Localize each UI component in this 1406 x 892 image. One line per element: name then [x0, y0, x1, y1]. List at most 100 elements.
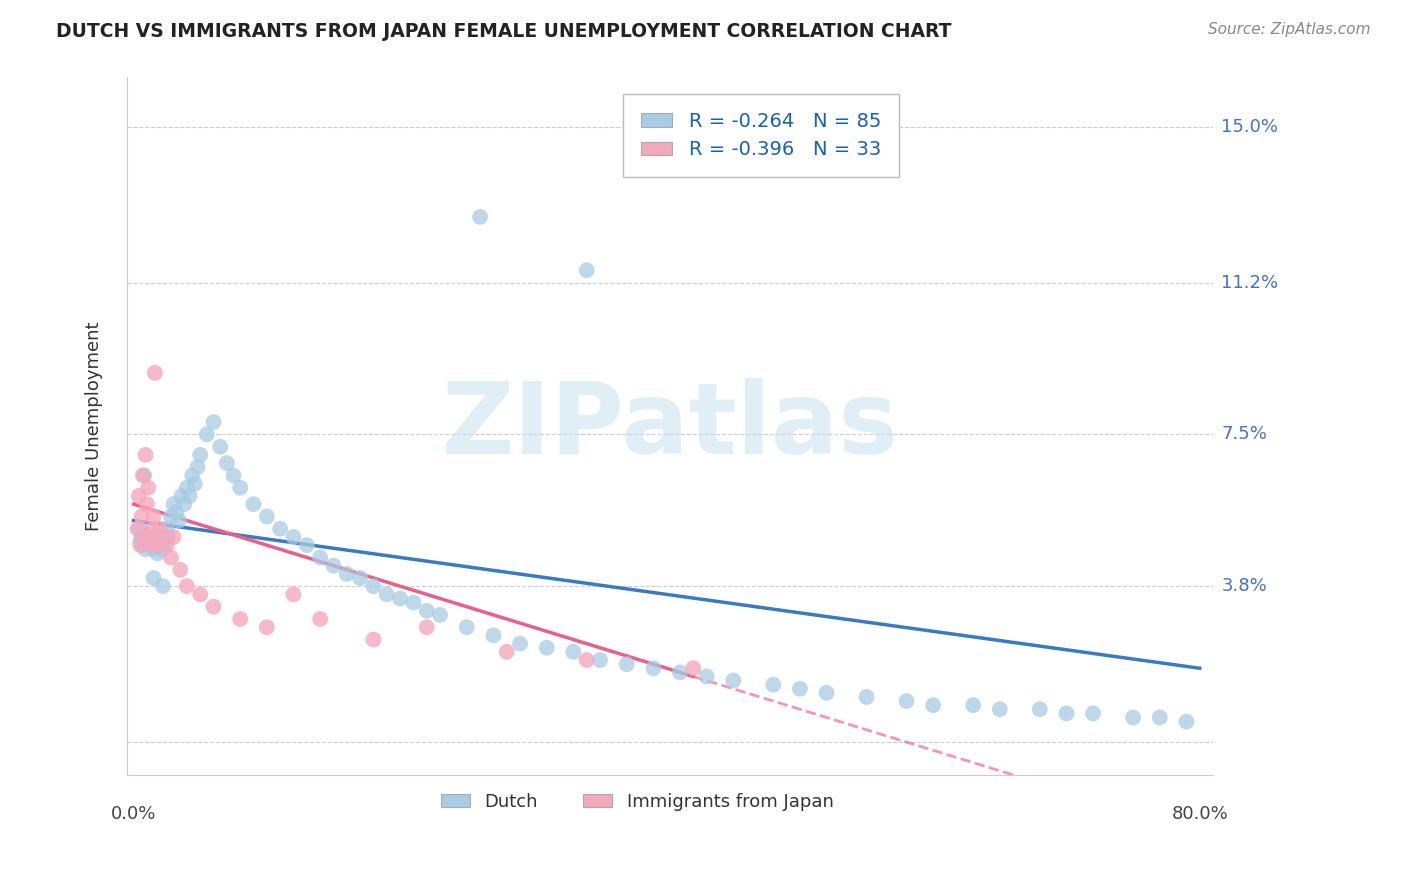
- Text: Source: ZipAtlas.com: Source: ZipAtlas.com: [1208, 22, 1371, 37]
- Text: 3.8%: 3.8%: [1222, 577, 1267, 595]
- Text: 80.0%: 80.0%: [1171, 805, 1227, 823]
- Point: [127, 522, 149, 536]
- Point: [162, 530, 184, 544]
- Point: [132, 538, 155, 552]
- Point: [139, 530, 162, 544]
- Point: [402, 596, 425, 610]
- Y-axis label: Female Unemployment: Female Unemployment: [86, 321, 103, 531]
- Point: [389, 591, 412, 606]
- Point: [229, 612, 252, 626]
- Point: [416, 604, 439, 618]
- Text: 15.0%: 15.0%: [1222, 118, 1278, 136]
- Point: [143, 366, 166, 380]
- Point: [156, 522, 179, 536]
- Point: [156, 538, 179, 552]
- Point: [145, 538, 167, 552]
- Point: [187, 460, 209, 475]
- Point: [229, 481, 252, 495]
- Point: [135, 542, 157, 557]
- Point: [643, 661, 665, 675]
- Point: [256, 509, 278, 524]
- Text: 7.5%: 7.5%: [1222, 425, 1267, 443]
- Point: [143, 530, 166, 544]
- Point: [128, 489, 150, 503]
- Point: [922, 698, 945, 713]
- Point: [209, 440, 232, 454]
- Point: [136, 534, 159, 549]
- Point: [1029, 702, 1052, 716]
- Point: [167, 514, 190, 528]
- Point: [134, 530, 156, 544]
- Point: [142, 509, 165, 524]
- Point: [242, 497, 264, 511]
- Point: [132, 468, 155, 483]
- Point: [146, 538, 169, 552]
- Point: [322, 558, 344, 573]
- Point: [696, 669, 718, 683]
- Point: [283, 587, 305, 601]
- Point: [160, 509, 183, 524]
- Point: [162, 497, 184, 511]
- Point: [157, 530, 180, 544]
- Point: [222, 468, 245, 483]
- Point: [135, 497, 157, 511]
- Point: [152, 579, 174, 593]
- Point: [149, 530, 172, 544]
- Text: 0.0%: 0.0%: [111, 805, 156, 823]
- Point: [256, 620, 278, 634]
- Point: [363, 579, 385, 593]
- Point: [1175, 714, 1198, 729]
- Point: [131, 530, 153, 544]
- Point: [1081, 706, 1104, 721]
- Point: [309, 550, 332, 565]
- Point: [131, 509, 153, 524]
- Point: [789, 681, 811, 696]
- Point: [129, 534, 152, 549]
- Point: [429, 607, 451, 622]
- Point: [309, 612, 332, 626]
- Point: [416, 620, 439, 634]
- Point: [896, 694, 918, 708]
- Point: [134, 525, 156, 540]
- Point: [176, 481, 198, 495]
- Point: [153, 534, 176, 549]
- Point: [363, 632, 385, 647]
- Point: [1056, 706, 1078, 721]
- Point: [195, 427, 218, 442]
- Point: [188, 587, 211, 601]
- Point: [152, 530, 174, 544]
- Point: [723, 673, 745, 688]
- Point: [962, 698, 984, 713]
- Point: [682, 661, 704, 675]
- Point: [136, 481, 159, 495]
- Point: [1122, 710, 1144, 724]
- Point: [575, 263, 598, 277]
- Point: [165, 505, 187, 519]
- Point: [149, 522, 172, 536]
- Point: [128, 522, 150, 536]
- Point: [375, 587, 398, 601]
- Point: [295, 538, 318, 552]
- Point: [176, 579, 198, 593]
- Point: [269, 522, 291, 536]
- Point: [215, 456, 238, 470]
- Text: 11.2%: 11.2%: [1222, 274, 1278, 292]
- Point: [170, 489, 193, 503]
- Point: [988, 702, 1011, 716]
- Point: [142, 571, 165, 585]
- Point: [146, 546, 169, 560]
- Point: [468, 210, 491, 224]
- Point: [141, 522, 163, 536]
- Point: [160, 550, 183, 565]
- Point: [134, 468, 156, 483]
- Point: [283, 530, 305, 544]
- Point: [482, 628, 505, 642]
- Point: [188, 448, 211, 462]
- Point: [184, 476, 207, 491]
- Point: [1149, 710, 1171, 724]
- Point: [202, 415, 225, 429]
- Point: [173, 497, 195, 511]
- Point: [855, 690, 877, 704]
- Point: [152, 542, 174, 557]
- Point: [142, 542, 165, 557]
